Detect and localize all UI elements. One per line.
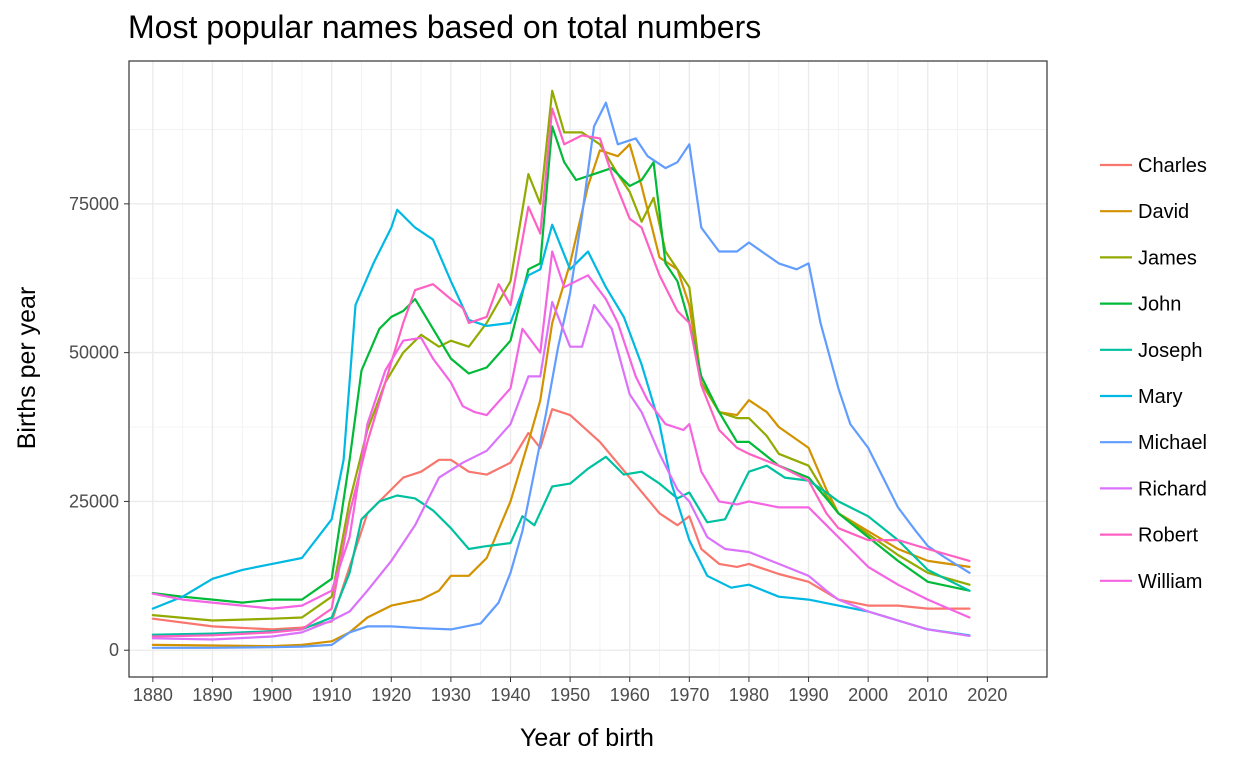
legend-item-mary: Mary (1100, 386, 1182, 408)
legend-item-david: David (1100, 201, 1189, 223)
legend-item-charles: Charles (1100, 155, 1207, 177)
legend-label: Richard (1138, 478, 1207, 500)
y-tick-label: 50000 (69, 343, 119, 363)
x-tick-label: 1980 (729, 685, 769, 705)
legend-item-william: William (1100, 571, 1202, 593)
y-axis: 0 25000 50000 75000 (69, 194, 129, 660)
x-tick-label: 2000 (848, 685, 888, 705)
series-line-michael (151, 101, 971, 649)
legend-label: Robert (1138, 525, 1198, 547)
series-line-david (151, 143, 971, 648)
x-tick-label: 1910 (312, 685, 352, 705)
legend-label: Mary (1138, 386, 1182, 408)
x-tick-label: 1940 (490, 685, 530, 705)
series-line-william (151, 250, 971, 619)
legend-item-john: John (1100, 294, 1181, 316)
chart-title: Most popular names based on total number… (128, 9, 761, 45)
legend: Charles David James John Joseph Mary Michael Ri… (1100, 155, 1207, 593)
minor-gridlines (129, 61, 1047, 677)
legend-label: John (1138, 294, 1181, 316)
x-tick-label: 1900 (252, 685, 292, 705)
x-tick-label: 1880 (133, 685, 173, 705)
legend-label: Michael (1138, 432, 1207, 454)
series-line-joseph (151, 455, 971, 636)
x-tick-label: 1930 (431, 685, 471, 705)
y-axis-title: Births per year (13, 287, 41, 450)
series-lines (151, 89, 971, 649)
x-axis-title: Year of birth (520, 724, 654, 752)
legend-item-robert: Robert (1100, 525, 1198, 547)
y-tick-label: 0 (109, 640, 119, 660)
series-line-mary (151, 208, 971, 637)
legend-item-james: James (1100, 247, 1197, 269)
legend-item-michael: Michael (1100, 432, 1207, 454)
x-tick-label: 1990 (789, 685, 829, 705)
legend-label: James (1138, 247, 1197, 269)
x-tick-label: 2010 (908, 685, 948, 705)
x-tick-label: 1950 (550, 685, 590, 705)
series-line-robert (151, 107, 971, 638)
x-tick-label: 1890 (192, 685, 232, 705)
series-line-richard (151, 300, 971, 641)
x-tick-label: 1970 (669, 685, 709, 705)
plot-panel-border (128, 60, 1048, 678)
legend-item-richard: Richard (1100, 478, 1207, 500)
series-line-james (151, 89, 971, 622)
y-tick-label: 75000 (69, 194, 119, 214)
legend-label: Joseph (1138, 340, 1203, 362)
y-tick-label: 25000 (69, 491, 119, 511)
legend-item-joseph: Joseph (1100, 340, 1203, 362)
legend-label: Charles (1138, 155, 1207, 177)
x-tick-label: 1920 (371, 685, 411, 705)
x-tick-label: 2020 (967, 685, 1007, 705)
x-tick-label: 1960 (610, 685, 650, 705)
series-line-charles (151, 408, 971, 631)
legend-label: David (1138, 201, 1189, 223)
legend-label: William (1138, 571, 1202, 593)
x-axis: 1880 1890 1900 1910 1920 1930 1940 1950 1960 1970… (133, 677, 1007, 705)
